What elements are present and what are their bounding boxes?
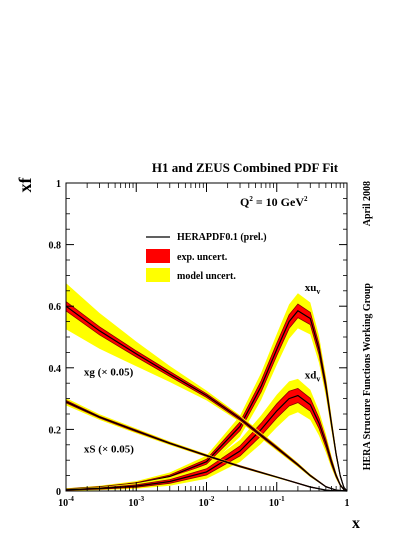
legend-label-1: exp. uncert. [177, 252, 228, 263]
series-xg-0-05-label-name: xg (× 0.05) [84, 367, 134, 379]
x-tick-label-exp-2: -2 [209, 495, 215, 503]
series-xdv-line [65, 394, 348, 492]
y-tick-label-4: 0.8 [49, 241, 62, 252]
x-tick-label-base-3: 10 [269, 498, 279, 509]
series-xdv-label-name: xd [305, 370, 317, 382]
series-xg-0-05-label: xg (× 0.05) [84, 367, 134, 379]
y-tick-label-2: 0.4 [49, 364, 62, 375]
legend-exp-swatch [146, 249, 170, 263]
series-xg-0-05-line [65, 305, 348, 492]
x-tick-label-0: 10-4 [58, 495, 74, 509]
x-tick-label-4: 1 [345, 498, 350, 509]
series-xuv-label-name: xu [305, 282, 317, 294]
series-xdv-label: xdv [305, 370, 321, 384]
series-xs-0-05-label: xS (× 0.05) [84, 444, 134, 456]
series-xdv-exp-band [66, 388, 347, 491]
series-xuv-label: xuv [305, 282, 321, 296]
legend-label-0: HERAPDF0.1 (prel.) [177, 232, 267, 243]
y-tick-label-3: 0.6 [49, 302, 62, 313]
x-axis-label: x [352, 515, 360, 532]
q2-unit-exp: 2 [304, 195, 308, 203]
legend: HERAPDF0.1 (prel.) exp. uncert. model un… [146, 232, 267, 282]
x-tick-label-3: 10-1 [269, 495, 285, 509]
series-xs-0-05-line [65, 401, 348, 492]
q2-label: Q2 = 10 GeV2 [240, 195, 308, 209]
group-note: HERA Structure Functions Working Group [362, 283, 373, 471]
x-tick-label-base-1: 10 [128, 498, 138, 509]
series-xuv-line [65, 310, 348, 492]
q2-prefix: Q [240, 195, 249, 209]
x-tick-label-base-0: 10 [58, 498, 68, 509]
x-tick-label-exp-0: -4 [68, 495, 74, 503]
date-note: April 2008 [362, 181, 373, 226]
series-xs-0-05-label-name: xS (× 0.05) [84, 444, 134, 456]
y-axis-label: xf [15, 177, 35, 193]
x-tick-label-base-2: 10 [199, 498, 209, 509]
x-tick-label-2: 10-2 [199, 495, 215, 509]
chart-title: H1 and ZEUS Combined PDF Fit [152, 160, 339, 175]
x-tick-label-1: 10-3 [128, 495, 144, 509]
x-tick-label-exp-3: -1 [279, 495, 285, 503]
series-xuv-label-sub: v [316, 287, 320, 296]
x-tick-label-exp-1: -3 [138, 495, 144, 503]
q2-exp: 2 [249, 195, 253, 203]
series-xdv-label-sub: v [316, 375, 320, 384]
y-tick-label-5: 1 [56, 179, 61, 190]
legend-model-swatch [146, 268, 170, 282]
y-tick-label-0: 0 [56, 487, 61, 498]
q2-middle: = 10 GeV [253, 195, 304, 209]
series-xg-0-05-exp-band [66, 301, 347, 491]
y-tick-label-1: 0.2 [49, 425, 62, 436]
legend-label-2: model uncert. [177, 271, 236, 282]
